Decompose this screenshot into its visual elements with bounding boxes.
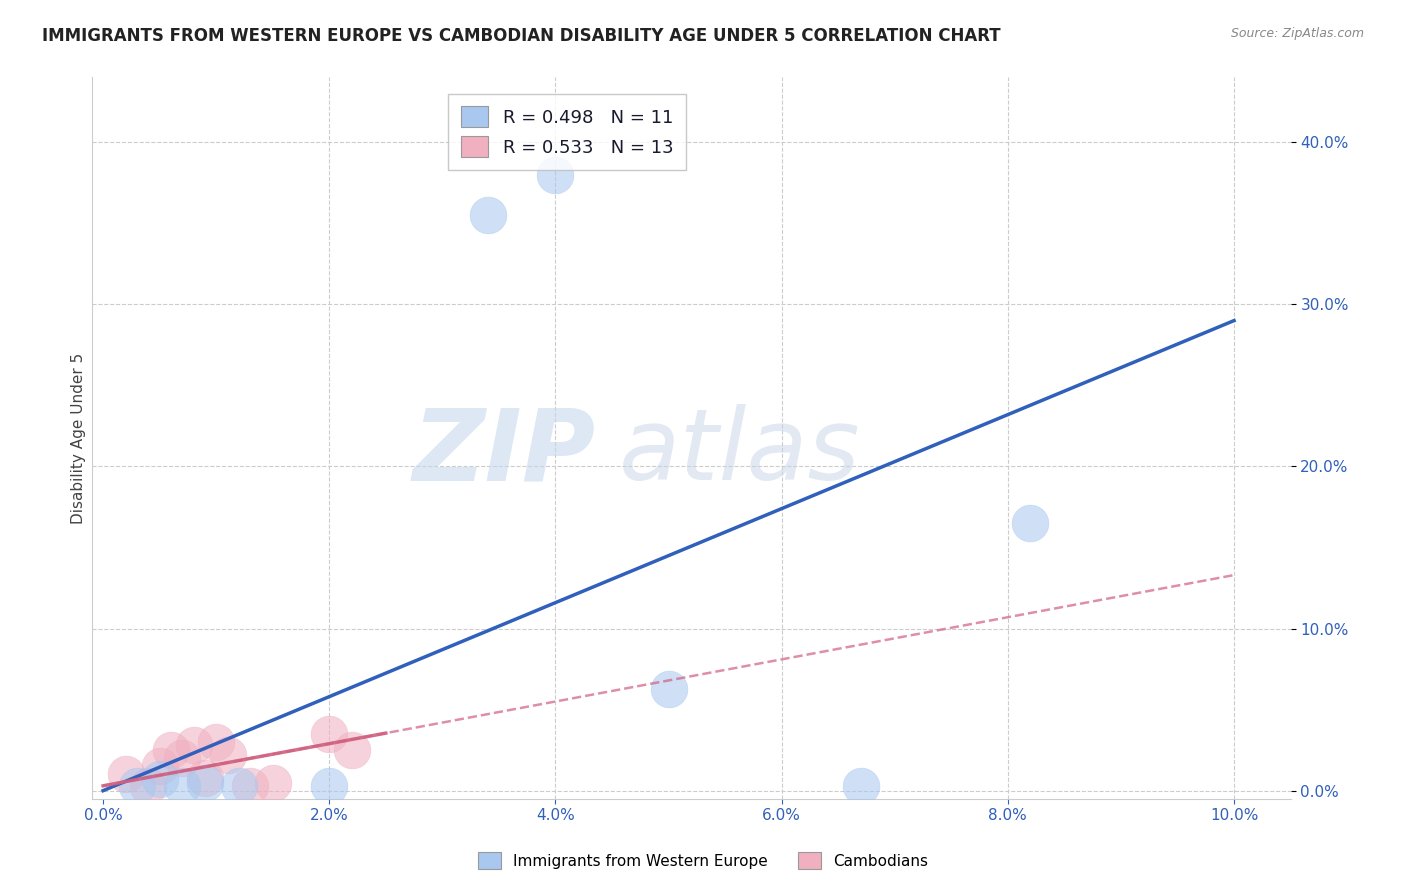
Y-axis label: Disability Age Under 5: Disability Age Under 5	[72, 352, 86, 524]
Point	[138, 779, 160, 793]
Point	[194, 771, 217, 785]
Point	[262, 775, 284, 789]
Point	[228, 779, 250, 793]
Point	[1019, 516, 1042, 531]
Point	[114, 767, 136, 781]
Text: ZIP: ZIP	[412, 404, 595, 501]
Point	[125, 779, 148, 793]
Legend: Immigrants from Western Europe, Cambodians: Immigrants from Western Europe, Cambodia…	[471, 846, 935, 875]
Point	[544, 168, 567, 182]
Text: IMMIGRANTS FROM WESTERN EUROPE VS CAMBODIAN DISABILITY AGE UNDER 5 CORRELATION C: IMMIGRANTS FROM WESTERN EUROPE VS CAMBOD…	[42, 27, 1001, 45]
Point	[340, 743, 363, 757]
Point	[172, 779, 194, 793]
Point	[318, 779, 340, 793]
Legend: R = 0.498   N = 11, R = 0.533   N = 13: R = 0.498 N = 11, R = 0.533 N = 13	[449, 94, 686, 169]
Point	[172, 751, 194, 765]
Point	[194, 775, 217, 789]
Point	[658, 681, 681, 696]
Point	[160, 743, 183, 757]
Point	[477, 208, 499, 222]
Point	[183, 739, 205, 753]
Point	[239, 779, 262, 793]
Point	[149, 759, 172, 773]
Text: Source: ZipAtlas.com: Source: ZipAtlas.com	[1230, 27, 1364, 40]
Point	[149, 772, 172, 787]
Text: atlas: atlas	[619, 404, 860, 501]
Point	[217, 747, 239, 762]
Point	[849, 779, 872, 793]
Point	[318, 727, 340, 741]
Point	[205, 735, 228, 749]
